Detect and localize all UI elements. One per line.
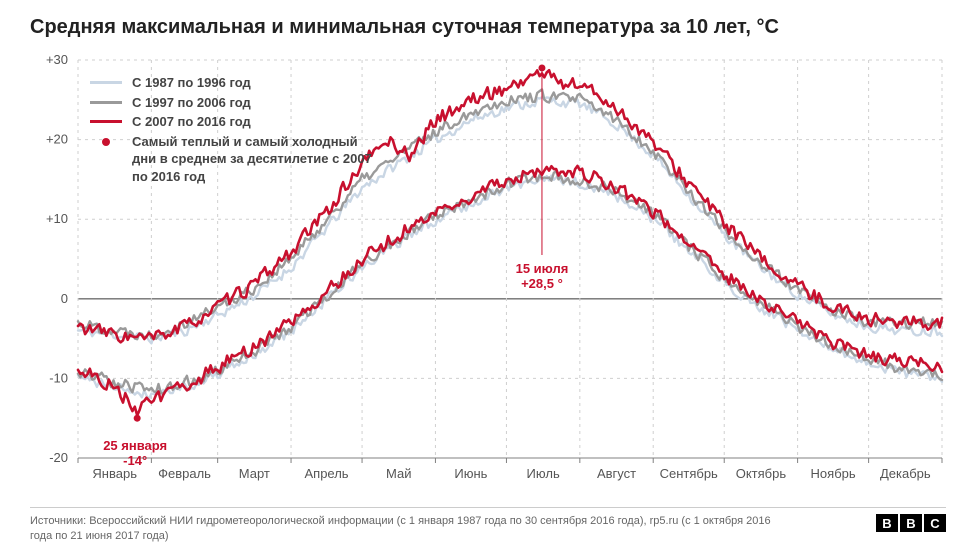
annotation-date: 25 января: [103, 438, 167, 453]
svg-text:Сентябрь: Сентябрь: [660, 466, 718, 481]
sources-text: Источники: Всероссийский НИИ гидрометеор…: [30, 514, 790, 543]
svg-text:Январь: Январь: [92, 466, 137, 481]
legend-item: С 1987 по 1996 год: [90, 74, 372, 92]
svg-text:Июнь: Июнь: [454, 466, 487, 481]
bbc-block: B: [876, 514, 898, 532]
annotation-date: 15 июля: [516, 261, 569, 276]
legend-dot-icon: [102, 138, 110, 146]
svg-text:Ноябрь: Ноябрь: [811, 466, 856, 481]
legend-label: С 1987 по 1996 год: [132, 74, 251, 92]
svg-text:+20: +20: [46, 132, 68, 147]
legend-label: Самый теплый и самый холодный дни в сред…: [132, 133, 372, 186]
annotation-warm: 15 июля+28,5 °: [502, 261, 582, 291]
annotation-value: +28,5 °: [521, 276, 563, 291]
annotation-value: -14°: [123, 453, 147, 468]
legend-item: Самый теплый и самый холодный дни в сред…: [90, 133, 372, 186]
svg-text:Март: Март: [239, 466, 270, 481]
chart-title: Средняя максимальная и минимальная суточ…: [30, 16, 779, 39]
legend: С 1987 по 1996 год С 1997 по 2006 годС 20…: [90, 74, 372, 187]
svg-text:Февраль: Февраль: [158, 466, 211, 481]
legend-swatch: [90, 120, 122, 123]
legend-label: С 1997 по 2006 год: [132, 94, 251, 112]
legend-swatch: [90, 101, 122, 104]
svg-text:Август: Август: [597, 466, 636, 481]
svg-text:Май: Май: [386, 466, 411, 481]
bbc-block: B: [900, 514, 922, 532]
bbc-block: C: [924, 514, 946, 532]
svg-text:Апрель: Апрель: [304, 466, 348, 481]
legend-item: С 2007 по 2016 год: [90, 113, 372, 131]
svg-text:0: 0: [61, 291, 68, 306]
svg-text:-10: -10: [49, 370, 68, 385]
legend-swatch: [90, 81, 122, 84]
svg-text:Июль: Июль: [527, 466, 560, 481]
svg-text:-20: -20: [49, 450, 68, 465]
legend-label: С 2007 по 2016 год: [132, 113, 251, 131]
svg-text:Декабрь: Декабрь: [880, 466, 931, 481]
footer: Источники: Всероссийский НИИ гидрометеор…: [30, 507, 946, 543]
annotation-cold: 25 января-14°: [95, 438, 175, 468]
svg-text:+10: +10: [46, 211, 68, 226]
legend-item: С 1997 по 2006 год: [90, 94, 372, 112]
svg-text:Октябрь: Октябрь: [736, 466, 787, 481]
bbc-logo: BBC: [876, 514, 946, 532]
svg-text:+30: +30: [46, 52, 68, 67]
